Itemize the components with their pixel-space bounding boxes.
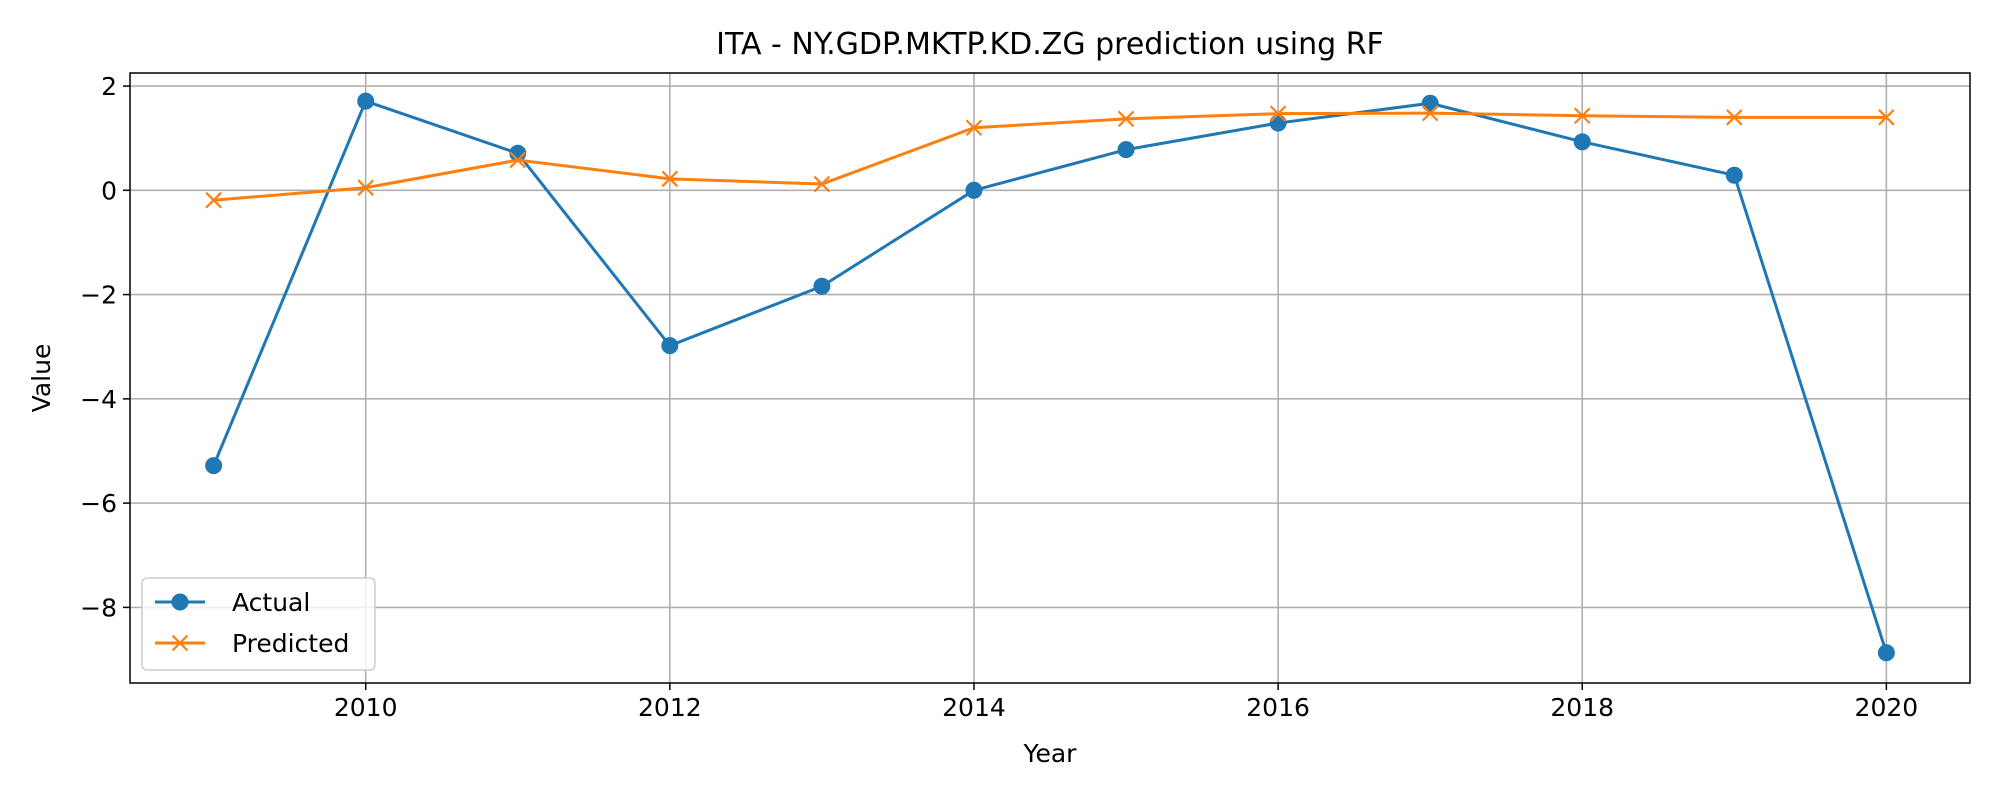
legend-marker-actual — [171, 593, 189, 611]
chart-title: ITA - NY.GDP.MKTP.KD.ZG prediction using… — [716, 27, 1384, 62]
data-point-actual — [1269, 114, 1287, 132]
data-point-predicted-stroke — [1269, 105, 1287, 122]
data-point-predicted — [1726, 109, 1743, 126]
x-tick-label: 2014 — [942, 693, 1006, 722]
data-point-predicted — [1421, 104, 1439, 122]
data-point-actual — [1421, 94, 1439, 112]
legend-marker-shape-stroke — [171, 634, 189, 652]
y-tick-label: −2 — [80, 281, 117, 310]
data-point-predicted-stroke — [357, 179, 374, 196]
data-point-predicted-stroke — [1573, 107, 1591, 125]
data-point-predicted-stroke — [1878, 109, 1895, 126]
data-point-actual — [1877, 644, 1895, 662]
series-layer — [205, 92, 1895, 662]
data-point-predicted-stroke — [813, 175, 831, 193]
data-point-actual — [965, 181, 983, 199]
y-tick-label: −8 — [80, 593, 117, 622]
legend-marker-predicted — [171, 634, 189, 652]
y-tick-label: 0 — [101, 176, 117, 205]
plot-frame — [129, 72, 1971, 684]
data-point-actual — [357, 92, 375, 110]
y-axis-title: Value — [27, 344, 56, 413]
data-point-predicted — [1269, 105, 1287, 122]
data-point-predicted-stroke — [965, 119, 983, 137]
grid — [130, 73, 1970, 683]
series-line-predicted — [212, 111, 1888, 202]
legend: Actual Predicted — [141, 577, 376, 671]
data-point-predicted-stroke — [1726, 109, 1743, 126]
data-point-predicted — [357, 179, 374, 196]
data-point-predicted — [1573, 107, 1591, 125]
data-point-actual — [1117, 141, 1135, 159]
y-tick-label: −4 — [80, 385, 117, 414]
data-point-actual — [1725, 166, 1743, 184]
y-tick-label: −6 — [80, 489, 117, 518]
data-point-predicted — [205, 191, 222, 209]
legend-marker-shape — [171, 634, 189, 652]
y-tick-label: 2 — [101, 72, 117, 101]
data-point-actual — [205, 457, 223, 475]
series-actual — [205, 92, 1895, 662]
data-point-predicted-stroke — [661, 170, 679, 188]
data-point-predicted — [1117, 110, 1135, 128]
legend-label-actual: Actual — [232, 588, 310, 617]
data-point-predicted — [661, 170, 679, 188]
x-tick-label: 2018 — [1550, 693, 1614, 722]
data-point-actual — [1573, 133, 1591, 151]
data-point-predicted — [813, 175, 831, 193]
data-point-predicted-stroke — [1421, 104, 1439, 122]
data-point-predicted-stroke — [205, 191, 222, 209]
data-point-predicted-stroke — [509, 151, 527, 169]
data-point-predicted — [509, 151, 527, 169]
data-point-predicted — [1878, 109, 1895, 126]
series-predicted — [205, 104, 1895, 209]
x-tick-label: 2010 — [334, 693, 398, 722]
x-tick-label: 2016 — [1246, 693, 1310, 722]
x-tick-label: 2012 — [638, 693, 702, 722]
legend-marker-shape — [171, 593, 189, 611]
legend-label-predicted: Predicted — [232, 629, 349, 658]
data-point-actual — [661, 337, 679, 355]
x-tick-label: 2020 — [1855, 693, 1919, 722]
data-point-actual — [813, 277, 831, 295]
data-point-predicted-stroke — [1117, 110, 1135, 128]
series-line-actual — [211, 99, 1889, 655]
data-point-predicted — [965, 119, 983, 137]
x-axis-title: Year — [1023, 739, 1078, 768]
